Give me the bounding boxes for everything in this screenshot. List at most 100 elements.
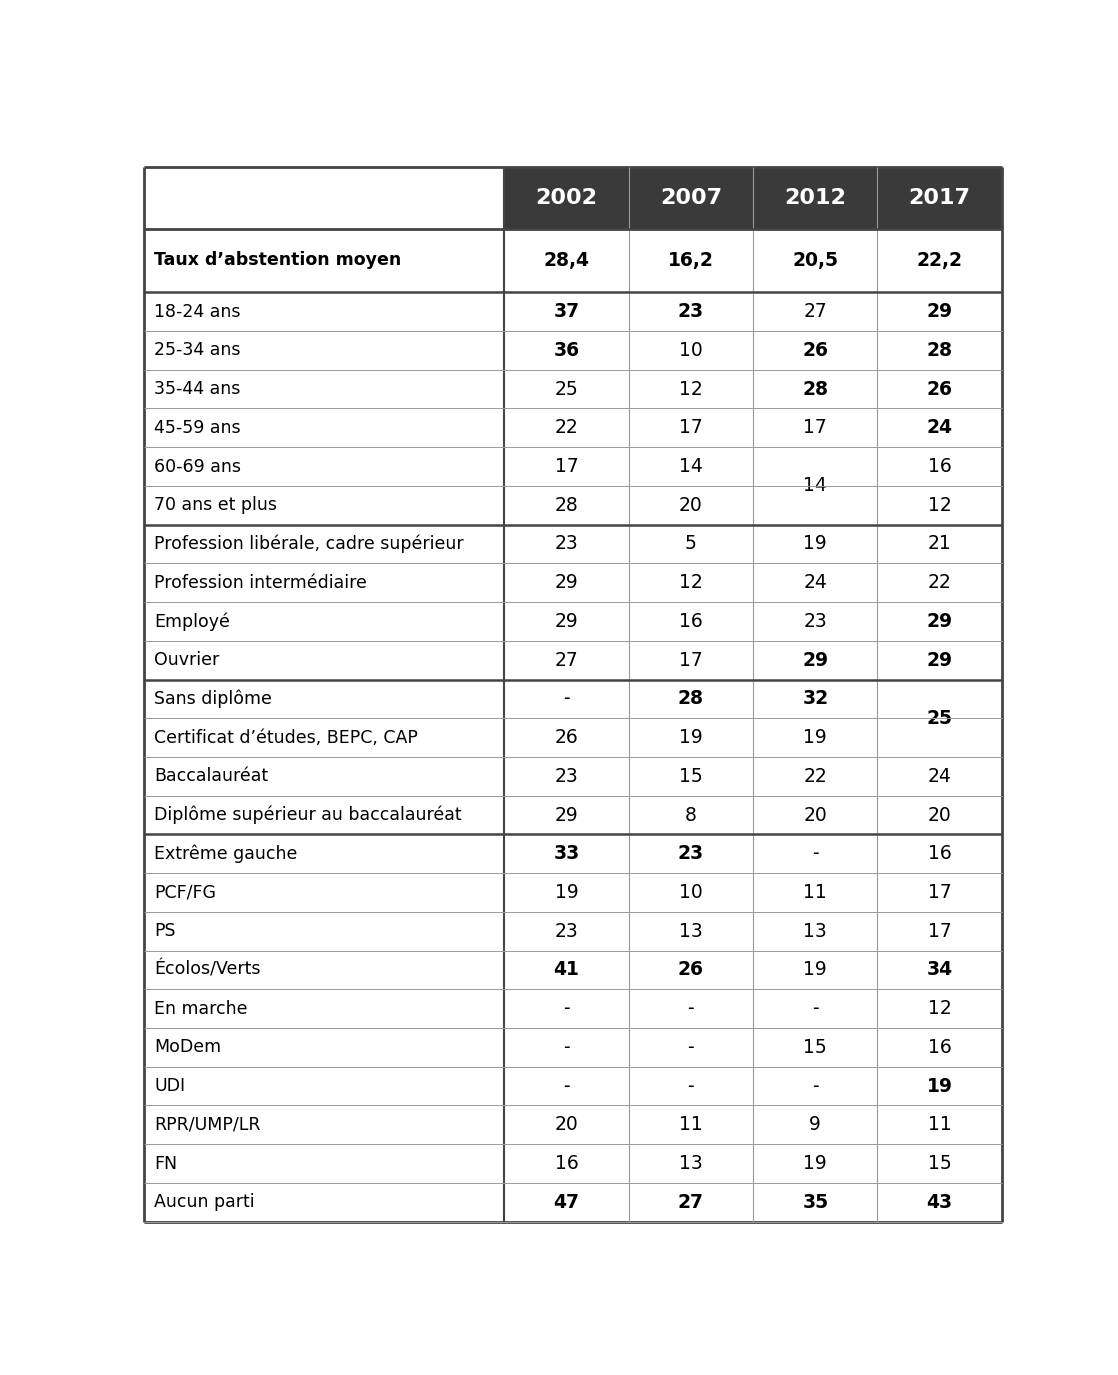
Text: 26: 26 bbox=[555, 729, 578, 747]
Text: -: - bbox=[812, 1000, 818, 1018]
Text: 26: 26 bbox=[678, 961, 704, 979]
Text: Certificat d’études, BEPC, CAP: Certificat d’études, BEPC, CAP bbox=[154, 729, 418, 747]
Text: 23: 23 bbox=[555, 921, 578, 940]
Text: 17: 17 bbox=[679, 418, 703, 437]
Text: 19: 19 bbox=[804, 535, 827, 554]
Text: 45-59 ans: 45-59 ans bbox=[154, 419, 241, 437]
Text: 21: 21 bbox=[928, 535, 951, 554]
Text: Employé: Employé bbox=[154, 612, 230, 631]
Text: -: - bbox=[812, 844, 818, 864]
Text: 8: 8 bbox=[685, 806, 697, 825]
Text: 23: 23 bbox=[555, 535, 578, 554]
Text: 35-44 ans: 35-44 ans bbox=[154, 380, 240, 399]
Text: 9: 9 bbox=[809, 1115, 822, 1134]
Text: 23: 23 bbox=[804, 612, 827, 631]
Text: 37: 37 bbox=[553, 302, 579, 322]
Text: 47: 47 bbox=[553, 1192, 579, 1211]
Text: 22: 22 bbox=[555, 418, 578, 437]
Text: 16,2: 16,2 bbox=[667, 252, 714, 270]
Text: 12: 12 bbox=[679, 573, 703, 593]
Text: 29: 29 bbox=[803, 650, 828, 670]
Text: 17: 17 bbox=[679, 650, 703, 670]
Text: 29: 29 bbox=[555, 612, 578, 631]
Text: Ouvrier: Ouvrier bbox=[154, 652, 219, 670]
Text: 35: 35 bbox=[803, 1192, 828, 1211]
Text: 28,4: 28,4 bbox=[543, 252, 589, 270]
Text: 24: 24 bbox=[928, 767, 951, 786]
Text: Profession intermédiaire: Profession intermédiaire bbox=[154, 573, 367, 591]
Text: 28: 28 bbox=[678, 689, 704, 708]
Text: PS: PS bbox=[154, 923, 176, 940]
Text: 20: 20 bbox=[679, 496, 703, 514]
Text: 19: 19 bbox=[555, 883, 578, 902]
Text: 19: 19 bbox=[804, 729, 827, 747]
Text: 13: 13 bbox=[804, 921, 827, 940]
Text: 29: 29 bbox=[927, 650, 953, 670]
Text: 15: 15 bbox=[804, 1038, 827, 1057]
Text: 10: 10 bbox=[679, 883, 703, 902]
Text: PCF/FG: PCF/FG bbox=[154, 884, 217, 902]
Text: 22,2: 22,2 bbox=[917, 252, 963, 270]
Text: Baccalauréat: Baccalauréat bbox=[154, 767, 268, 785]
Text: Extrême gauche: Extrême gauche bbox=[154, 844, 297, 864]
Text: 16: 16 bbox=[679, 612, 703, 631]
Text: 12: 12 bbox=[928, 496, 951, 514]
Text: 20: 20 bbox=[555, 1115, 578, 1134]
Text: Diplôme supérieur au baccalauréat: Diplôme supérieur au baccalauréat bbox=[154, 806, 462, 824]
Text: -: - bbox=[688, 1000, 694, 1018]
Text: 27: 27 bbox=[678, 1192, 704, 1211]
Text: 16: 16 bbox=[555, 1154, 578, 1173]
Text: UDI: UDI bbox=[154, 1077, 186, 1094]
Text: Écolos/Verts: Écolos/Verts bbox=[154, 961, 260, 979]
Text: 23: 23 bbox=[678, 844, 704, 864]
Text: 23: 23 bbox=[678, 302, 704, 322]
Text: 19: 19 bbox=[804, 961, 827, 979]
Text: 17: 17 bbox=[804, 418, 827, 437]
Text: 10: 10 bbox=[679, 341, 703, 360]
Text: 20,5: 20,5 bbox=[793, 252, 838, 270]
Text: 18-24 ans: 18-24 ans bbox=[154, 302, 240, 320]
Text: Profession libérale, cadre supérieur: Profession libérale, cadre supérieur bbox=[154, 535, 464, 553]
Text: 2012: 2012 bbox=[785, 188, 846, 208]
Text: 16: 16 bbox=[928, 1038, 951, 1057]
Text: -: - bbox=[563, 1000, 570, 1018]
Text: 24: 24 bbox=[927, 418, 953, 437]
Bar bbox=[628, 168, 754, 228]
Text: 28: 28 bbox=[927, 341, 953, 360]
Bar bbox=[754, 168, 878, 228]
Text: 22: 22 bbox=[928, 573, 951, 593]
Text: 11: 11 bbox=[679, 1115, 703, 1134]
Text: 13: 13 bbox=[679, 921, 703, 940]
Text: 19: 19 bbox=[804, 1154, 827, 1173]
Text: En marche: En marche bbox=[154, 1000, 248, 1018]
Text: 23: 23 bbox=[555, 767, 578, 786]
Text: 43: 43 bbox=[927, 1192, 953, 1211]
Text: Aucun parti: Aucun parti bbox=[154, 1194, 255, 1211]
Text: -: - bbox=[563, 1077, 570, 1096]
Text: 25: 25 bbox=[927, 708, 953, 727]
Text: 15: 15 bbox=[679, 767, 703, 786]
Text: 20: 20 bbox=[928, 806, 951, 825]
Text: -: - bbox=[688, 1038, 694, 1057]
Text: 29: 29 bbox=[927, 302, 953, 322]
Text: 20: 20 bbox=[804, 806, 827, 825]
Text: 41: 41 bbox=[553, 961, 579, 979]
Text: 34: 34 bbox=[927, 961, 953, 979]
Text: 32: 32 bbox=[803, 689, 828, 708]
Text: 26: 26 bbox=[927, 380, 953, 399]
Text: Taux d’abstention moyen: Taux d’abstention moyen bbox=[154, 252, 401, 270]
Text: 36: 36 bbox=[553, 341, 579, 360]
Bar bbox=[504, 168, 628, 228]
Text: 2017: 2017 bbox=[909, 188, 970, 208]
Text: 28: 28 bbox=[803, 380, 828, 399]
Text: 2007: 2007 bbox=[660, 188, 722, 208]
Text: 17: 17 bbox=[928, 883, 951, 902]
Text: 12: 12 bbox=[679, 380, 703, 399]
Text: 13: 13 bbox=[679, 1154, 703, 1173]
Text: 14: 14 bbox=[679, 456, 703, 476]
Text: -: - bbox=[688, 1077, 694, 1096]
Text: Sans diplôme: Sans diplôme bbox=[154, 690, 273, 708]
Text: 27: 27 bbox=[555, 650, 578, 670]
Text: MoDem: MoDem bbox=[154, 1038, 221, 1056]
Text: 17: 17 bbox=[928, 921, 951, 940]
